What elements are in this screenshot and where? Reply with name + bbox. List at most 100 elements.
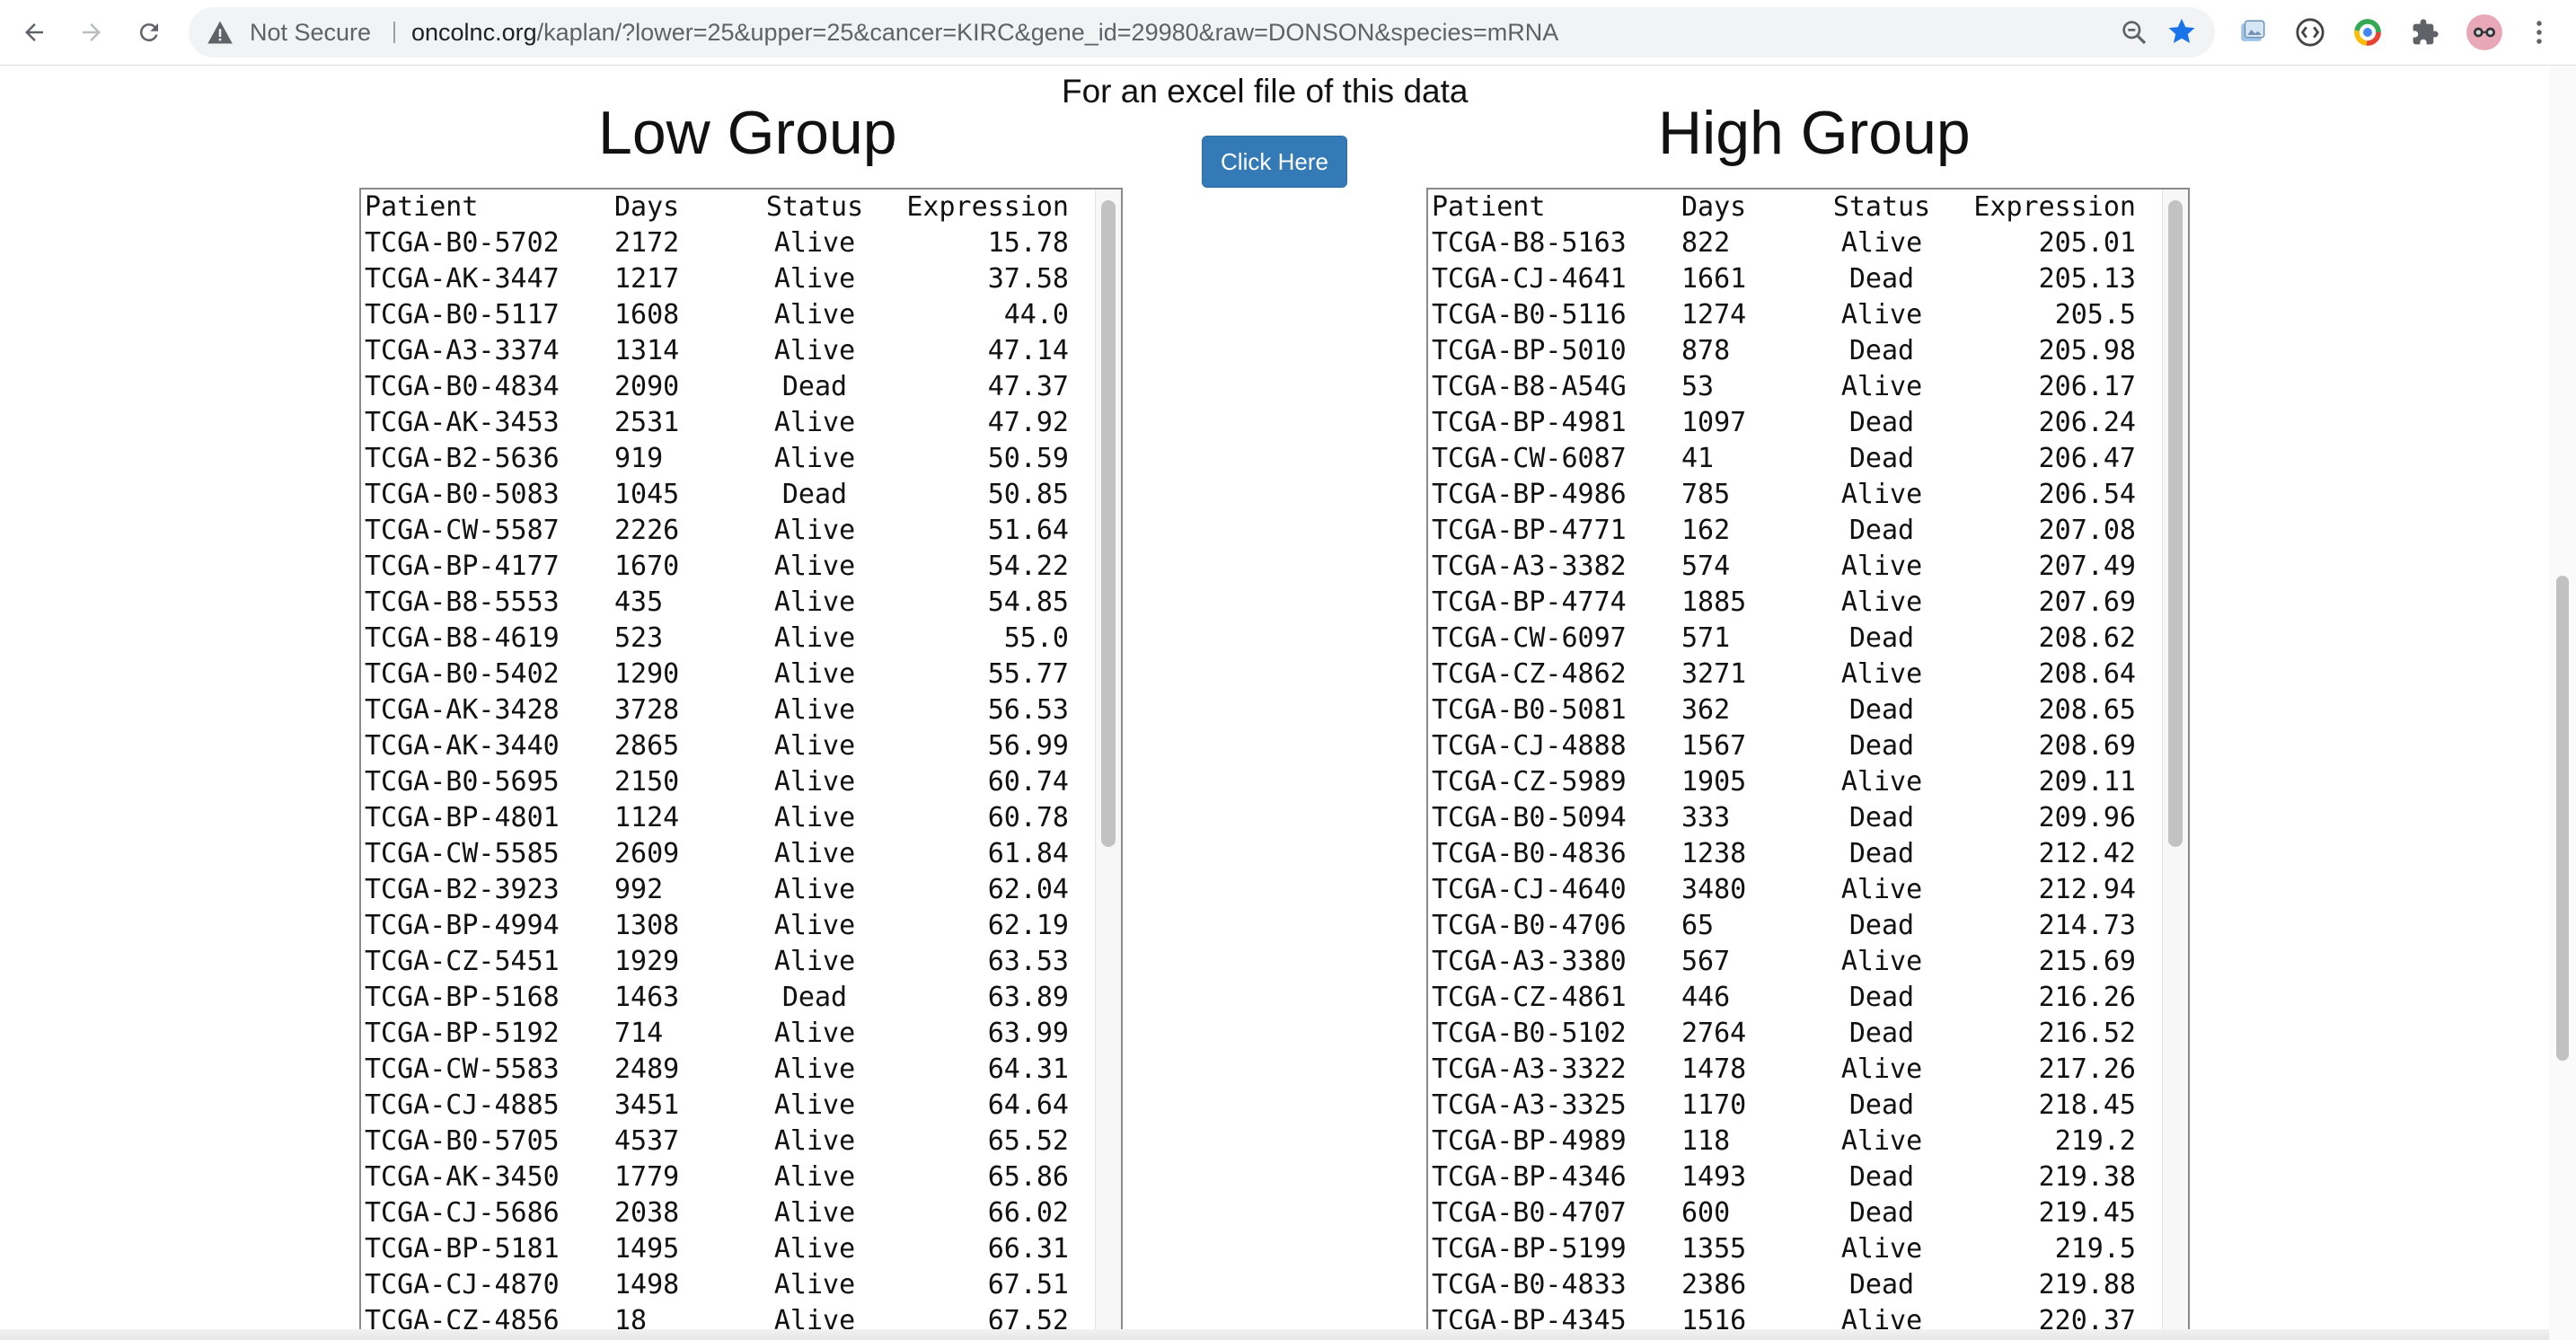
omnibox-divider bbox=[393, 22, 395, 43]
cell-patient: TCGA-BP-4771 bbox=[1432, 515, 1627, 546]
cell-patient: TCGA-CW-6087 bbox=[1432, 443, 1627, 474]
cell-days: 1929 bbox=[614, 946, 680, 977]
cell-patient: TCGA-CW-6097 bbox=[1432, 622, 1627, 654]
table-row: TCGA-BP-4989 118 Alive 219.2 bbox=[1432, 1124, 2168, 1159]
table-row: TCGA-B0-4833 2386 Dead 219.88 bbox=[1432, 1267, 2168, 1303]
cell-patient: TCGA-AK-3450 bbox=[365, 1161, 560, 1193]
cell-patient: TCGA-CW-5587 bbox=[365, 515, 560, 546]
cell-patient: TCGA-CZ-4862 bbox=[1432, 658, 1627, 690]
back-icon[interactable] bbox=[14, 13, 54, 52]
cell-status: Alive bbox=[773, 838, 856, 869]
low-group-box[interactable]: Patient Days Status Expression TCGA-B0-5702 2… bbox=[359, 188, 1123, 1340]
cell-expression: 65.52 bbox=[987, 1125, 1069, 1157]
cell-days: 1905 bbox=[1681, 766, 1747, 798]
cell-status: Alive bbox=[773, 443, 856, 474]
cell-days: 162 bbox=[1681, 515, 1731, 546]
reload-icon[interactable] bbox=[129, 13, 169, 52]
cell-status: Alive bbox=[773, 946, 856, 977]
profile-avatar[interactable] bbox=[2466, 14, 2502, 50]
table-row: TCGA-B0-4707 600 Dead 219.45 bbox=[1432, 1195, 2168, 1231]
security-label[interactable]: Not Secure bbox=[250, 19, 372, 46]
warning-icon[interactable] bbox=[207, 20, 234, 45]
cell-patient: TCGA-B0-5117 bbox=[365, 299, 560, 331]
cell-expression: 63.53 bbox=[987, 946, 1069, 977]
table-row: TCGA-BP-5199 1355 Alive 219.5 bbox=[1432, 1231, 2168, 1267]
cell-days: 2489 bbox=[614, 1053, 680, 1085]
cell-expression: 64.31 bbox=[987, 1053, 1069, 1085]
cell-patient: TCGA-CJ-4641 bbox=[1432, 263, 1627, 295]
cell-status: Dead bbox=[781, 982, 848, 1013]
table-row: TCGA-CZ-4862 3271 Alive 208.64 bbox=[1432, 657, 2168, 692]
cell-days: 1567 bbox=[1681, 730, 1747, 762]
cell-days: 1124 bbox=[614, 802, 680, 833]
cell-status: Alive bbox=[1840, 586, 1923, 618]
low-box-scroll-thumb[interactable] bbox=[1101, 200, 1116, 847]
menu-icon[interactable] bbox=[2526, 14, 2553, 50]
low-box-scrollbar[interactable] bbox=[1095, 190, 1121, 1340]
cell-status: Alive bbox=[773, 299, 856, 331]
cell-days: 1779 bbox=[614, 1161, 680, 1193]
high-group-title: High Group bbox=[1658, 99, 1971, 167]
cell-status: Dead bbox=[1848, 1089, 1915, 1121]
cell-patient: TCGA-A3-3322 bbox=[1432, 1053, 1627, 1085]
cell-patient: TCGA-BP-4177 bbox=[365, 551, 560, 582]
table-row: TCGA-B0-5695 2150 Alive 60.74 bbox=[365, 764, 1101, 800]
table-row: TCGA-BP-5181 1495 Alive 66.31 bbox=[365, 1231, 1101, 1267]
cell-expression: 219.2 bbox=[2054, 1125, 2136, 1157]
table-row: TCGA-A3-3322 1478 Alive 217.26 bbox=[1432, 1052, 2168, 1088]
cell-status: Alive bbox=[773, 1089, 856, 1121]
cell-expression: 61.84 bbox=[987, 838, 1069, 869]
cell-days: 1314 bbox=[614, 335, 680, 366]
table-row: TCGA-B8-5553 435 Alive 54.85 bbox=[365, 585, 1101, 621]
cell-status: Alive bbox=[773, 551, 856, 582]
cell-expression: 218.45 bbox=[2038, 1089, 2136, 1121]
cell-days: 822 bbox=[1681, 227, 1731, 259]
cell-days: 333 bbox=[1681, 802, 1731, 833]
high-box-scroll-thumb[interactable] bbox=[2168, 200, 2183, 847]
cell-days: 574 bbox=[1681, 551, 1731, 582]
cell-status: Alive bbox=[773, 1197, 856, 1229]
cell-expression: 60.74 bbox=[987, 766, 1069, 798]
extension-ring-icon[interactable] bbox=[2350, 14, 2386, 50]
cell-days: 600 bbox=[1681, 1197, 1731, 1229]
cell-days: 4537 bbox=[614, 1125, 680, 1157]
high-group-box[interactable]: Patient Days Status Expression TCGA-B8-5163 8… bbox=[1426, 188, 2190, 1340]
cell-status: Alive bbox=[1840, 874, 1923, 905]
cell-patient: TCGA-BP-4981 bbox=[1432, 407, 1627, 438]
cell-days: 992 bbox=[614, 874, 664, 905]
address-bar[interactable]: Not Secure oncolnc.org/kaplan/?lower=25&… bbox=[189, 7, 2215, 57]
extension-photo-icon[interactable] bbox=[2235, 14, 2271, 50]
zoom-icon[interactable] bbox=[2120, 18, 2148, 47]
forward-icon[interactable] bbox=[72, 13, 111, 52]
cell-expression: 37.58 bbox=[987, 263, 1069, 295]
cell-days: 3728 bbox=[614, 694, 680, 726]
high-box-scrollbar[interactable] bbox=[2162, 190, 2188, 1340]
column-header-expression: Expression bbox=[906, 191, 1069, 223]
bookmark-star-icon[interactable] bbox=[2166, 16, 2197, 47]
cell-patient: TCGA-BP-4801 bbox=[365, 802, 560, 833]
click-here-button[interactable]: Click Here bbox=[1202, 136, 1347, 188]
cell-patient: TCGA-B8-5163 bbox=[1432, 227, 1627, 259]
cell-days: 2150 bbox=[614, 766, 680, 798]
cell-expression: 206.17 bbox=[2038, 371, 2136, 402]
page-scrollbar[interactable] bbox=[2549, 66, 2576, 1340]
cell-expression: 208.65 bbox=[2038, 694, 2136, 726]
cell-expression: 50.85 bbox=[987, 479, 1069, 510]
extension-code-icon[interactable] bbox=[2292, 14, 2328, 50]
url-text[interactable]: oncolnc.org/kaplan/?lower=25&upper=25&ca… bbox=[411, 7, 1558, 57]
cell-patient: TCGA-B2-5636 bbox=[365, 443, 560, 474]
cell-days: 1045 bbox=[614, 479, 680, 510]
table-row: TCGA-B0-5083 1045 Dead 50.85 bbox=[365, 477, 1101, 513]
cell-days: 2226 bbox=[614, 515, 680, 546]
table-row: TCGA-B8-A54G 53 Alive 206.17 bbox=[1432, 369, 2168, 405]
cell-status: Alive bbox=[773, 910, 856, 941]
page-scroll-thumb[interactable] bbox=[2556, 576, 2569, 1061]
puzzle-icon[interactable] bbox=[2407, 14, 2443, 50]
table-row: TCGA-B0-5094 333 Dead 209.96 bbox=[1432, 800, 2168, 836]
cell-patient: TCGA-AK-3440 bbox=[365, 730, 560, 762]
excel-note: For an excel file of this data bbox=[1062, 73, 1469, 110]
cell-expression: 55.0 bbox=[1003, 622, 1069, 654]
cell-expression: 212.42 bbox=[2038, 838, 2136, 869]
cell-days: 714 bbox=[614, 1018, 664, 1049]
cell-status: Alive bbox=[1840, 658, 1923, 690]
